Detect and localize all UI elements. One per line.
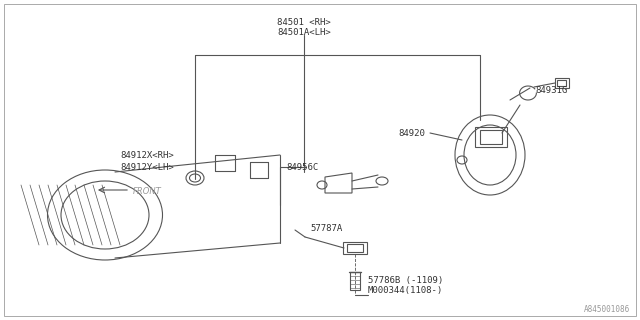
Text: A845001086: A845001086 (584, 305, 630, 314)
Bar (475, 127, 507, 147)
Text: 84920: 84920 (398, 129, 425, 138)
Text: 84912Y<LH>: 84912Y<LH> (120, 163, 174, 172)
Text: 84956C: 84956C (286, 163, 318, 172)
Text: 84931G: 84931G (535, 85, 567, 94)
Text: FRONT: FRONT (133, 187, 162, 196)
Text: 84501A<LH>: 84501A<LH> (277, 28, 331, 36)
Text: 57787A: 57787A (310, 223, 342, 233)
Text: 84501 <RH>: 84501 <RH> (277, 18, 331, 27)
Bar (555, 78, 569, 88)
Bar (347, 244, 363, 252)
Bar (557, 80, 566, 86)
Bar (343, 242, 367, 254)
Text: M000344(1108-): M000344(1108-) (368, 286, 444, 295)
Bar (350, 272, 360, 290)
Bar (480, 130, 502, 144)
Text: 57786B (-1109): 57786B (-1109) (368, 276, 444, 284)
Text: 84912X<RH>: 84912X<RH> (120, 150, 174, 159)
